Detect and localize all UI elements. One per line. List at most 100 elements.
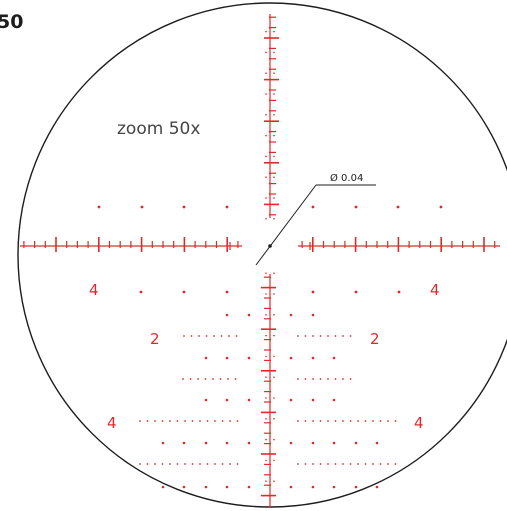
holdover-dot-major bbox=[332, 441, 336, 445]
vertical-minor-dot bbox=[273, 418, 275, 420]
vertical-minor-dot bbox=[273, 155, 275, 158]
holdover-dot-major bbox=[225, 356, 229, 360]
vertical-minor-dot bbox=[273, 334, 275, 337]
holdover-dot-major bbox=[375, 485, 379, 489]
dot-leader-line bbox=[255, 184, 317, 266]
holdover-dot-minor bbox=[387, 420, 389, 422]
vertical-minor-dot bbox=[273, 30, 275, 33]
holdover-dot-minor bbox=[176, 463, 179, 465]
holdover-labels: 4 4 2 2 4 4 bbox=[89, 281, 440, 432]
vertical-minor-dot bbox=[273, 459, 275, 462]
vertical-minor-dot bbox=[265, 480, 267, 483]
holdover-dot-major bbox=[247, 356, 251, 360]
holdover-dot-minor bbox=[387, 463, 389, 465]
vertical-minor-dot bbox=[273, 197, 275, 199]
vertical-minor-dot bbox=[265, 197, 267, 199]
holdover-dot-major bbox=[247, 485, 251, 489]
vertical-minor-dot bbox=[265, 355, 267, 358]
vertical-minor-dot bbox=[273, 272, 275, 275]
vertical-minor-dot bbox=[265, 176, 267, 178]
vertical-minor-dot bbox=[273, 355, 275, 358]
holdover-dot-minor bbox=[327, 335, 329, 337]
vertical-minor-dot bbox=[273, 438, 275, 441]
holdover-dot-minor bbox=[161, 463, 164, 465]
holdover-dot-minor bbox=[229, 463, 231, 465]
vertical-minor-dot bbox=[265, 51, 267, 54]
vertical-minor-dot bbox=[273, 134, 275, 137]
vertical-minor-dot bbox=[273, 93, 275, 95]
hold-label-right-2: 2 bbox=[370, 330, 380, 348]
holdover-dot-major bbox=[161, 441, 165, 445]
holdover-dot-minor bbox=[364, 463, 367, 465]
holdover-dot-major bbox=[247, 313, 251, 317]
zoom-label: zoom 50x bbox=[117, 119, 200, 139]
holdover-dot-major bbox=[289, 356, 293, 360]
holdover-dot-minor bbox=[394, 463, 397, 465]
holdover-dot-minor bbox=[220, 335, 223, 337]
holdover-dot-minor bbox=[221, 420, 224, 422]
holdover-dot-minor bbox=[312, 335, 314, 337]
vertical-minor-dot bbox=[265, 218, 267, 220]
scope-field-circle bbox=[17, 2, 507, 508]
vertical-minor-dot bbox=[273, 314, 275, 316]
holdover-dot-minor bbox=[184, 463, 186, 465]
holdover-dot-major bbox=[225, 313, 229, 317]
vertical-minor-dot bbox=[265, 30, 267, 33]
holdover-dot-major bbox=[204, 398, 208, 402]
vertical-minor-dot bbox=[273, 397, 275, 399]
holdover-dot-minor bbox=[199, 463, 201, 465]
vertical-minor-dot bbox=[265, 293, 267, 295]
vertical-minor-dot bbox=[265, 93, 267, 95]
vertical-minor-dot bbox=[273, 376, 275, 379]
holdover-dot-major bbox=[311, 485, 315, 489]
holdover-dot-minor bbox=[228, 335, 230, 337]
holdover-dot-minor bbox=[334, 420, 337, 422]
holdover-dot-minor bbox=[229, 420, 231, 422]
holdover-dot-major bbox=[289, 485, 293, 489]
holdover-dot-minor bbox=[349, 420, 352, 422]
holdover-dot-minor bbox=[319, 335, 322, 337]
hold-label-left-2: 2 bbox=[150, 330, 160, 348]
holdover-dot-minor bbox=[169, 463, 171, 465]
holdover-dot-major bbox=[225, 485, 229, 489]
holdover-dot-minor bbox=[304, 335, 307, 337]
holdover-dot-minor bbox=[349, 335, 352, 337]
holdover-dot-major bbox=[225, 441, 229, 445]
vertical-minor-dot bbox=[273, 72, 275, 74]
holdover-dot-top-row bbox=[225, 205, 229, 209]
holdover-dot-minor bbox=[146, 420, 149, 422]
vertical-minor-dot bbox=[265, 272, 267, 275]
holdover-dot-minor bbox=[154, 420, 156, 422]
holdover-dot-major bbox=[182, 485, 186, 489]
holdover-dot-major bbox=[182, 441, 186, 445]
holdover-dot-major bbox=[289, 398, 293, 402]
holdover-dot-major bbox=[311, 398, 315, 402]
vertical-minor-dot bbox=[265, 155, 267, 158]
holdover-dot-minor bbox=[236, 420, 239, 422]
holdover-dot-major bbox=[161, 485, 165, 489]
holdover-dot-major bbox=[354, 441, 358, 445]
holdover-dot-minor bbox=[214, 463, 216, 465]
holdover-dot-minor bbox=[199, 420, 201, 422]
holdover-dot-top-row bbox=[311, 205, 315, 209]
holdover-dot-minor bbox=[342, 335, 344, 337]
vertical-minor-dot bbox=[273, 51, 275, 54]
holdover-dot-minor bbox=[146, 463, 149, 465]
holdover-dot-minor bbox=[213, 335, 215, 337]
holdover-dot-major bbox=[204, 485, 208, 489]
holdover-dot-minor bbox=[297, 463, 299, 465]
holdover-dot-major bbox=[332, 398, 336, 402]
holdover-dot-minor bbox=[304, 463, 307, 465]
holdover-dot-minor bbox=[327, 420, 329, 422]
vertical-minor-dot bbox=[265, 397, 267, 399]
holdover-dot-row-4 bbox=[354, 290, 358, 294]
holdover-dot-minor bbox=[327, 378, 329, 380]
vertical-minor-dot bbox=[265, 459, 267, 462]
vertical-minor-dot bbox=[273, 218, 275, 220]
holdover-dot-major bbox=[247, 398, 251, 402]
holdover-dot-minor bbox=[190, 335, 193, 337]
holdover-dot-top-row bbox=[182, 205, 186, 209]
holdover-dot-minor bbox=[219, 378, 222, 380]
holdover-dot-minor bbox=[183, 335, 185, 337]
holdover-dot-major bbox=[289, 441, 293, 445]
